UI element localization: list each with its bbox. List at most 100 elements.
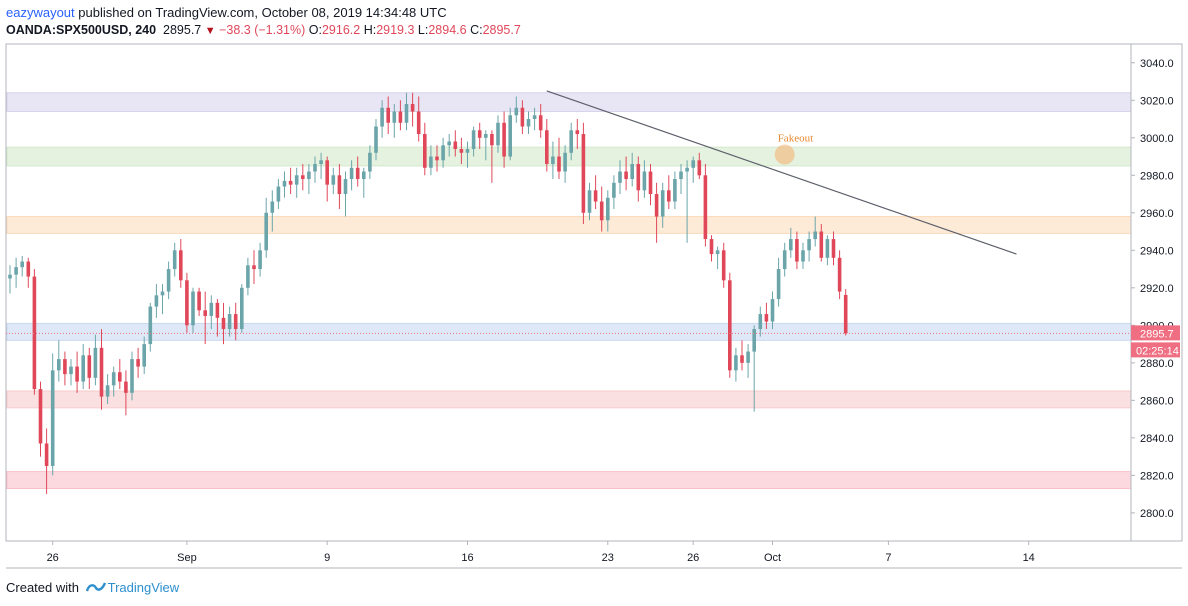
low-label: L: <box>417 23 429 37</box>
candle-body <box>490 134 494 146</box>
candle-body <box>764 314 769 322</box>
candle-body <box>75 366 79 382</box>
candle-body <box>471 130 476 150</box>
candle-body <box>807 239 811 251</box>
price-tick-label: 3020.0 <box>1140 95 1174 107</box>
tradingview-brand[interactable]: TradingView <box>107 580 180 595</box>
candle-body <box>69 366 73 375</box>
price-tick-label: 2860.0 <box>1140 395 1174 407</box>
price-zone <box>6 216 1132 234</box>
candle-body <box>801 250 805 262</box>
candle-body <box>191 291 195 326</box>
price-tick-label: 2920.0 <box>1140 283 1174 295</box>
candle-body <box>203 310 207 316</box>
last-price: 2895.7 <box>163 23 202 37</box>
candle-body <box>270 201 275 213</box>
candle-body <box>532 115 537 120</box>
candle-body <box>197 291 201 311</box>
candles <box>8 92 848 495</box>
candle-body <box>709 239 714 255</box>
candle-body <box>282 180 287 187</box>
open-label: O: <box>308 23 322 37</box>
candle-body <box>14 267 18 275</box>
candle-body <box>179 250 183 281</box>
time-tick-label: Sep <box>177 552 197 564</box>
candle-body <box>636 164 641 191</box>
candle-body <box>715 250 720 255</box>
candle-body <box>374 126 378 153</box>
candle-body <box>264 212 268 251</box>
candle-body <box>423 134 427 168</box>
price-tick-label: 2940.0 <box>1140 245 1174 257</box>
open-value: 2916.2 <box>321 23 361 37</box>
price-zone <box>6 146 1132 167</box>
time-tick-label: 26 <box>47 552 59 564</box>
candle-body <box>343 179 348 195</box>
candle-body <box>654 194 659 217</box>
price-zone <box>6 390 1132 409</box>
candle-body <box>105 385 110 397</box>
candle-body <box>258 250 262 270</box>
candle-body <box>416 111 421 135</box>
price-tick-label: 3000.0 <box>1140 133 1174 145</box>
candle-body <box>746 351 750 363</box>
candle-body <box>740 355 744 363</box>
candle-body <box>587 190 592 213</box>
candle-body <box>612 182 616 198</box>
candle-body <box>319 160 323 165</box>
candle-body <box>124 381 128 393</box>
candle-body <box>136 359 140 367</box>
candle-body <box>538 115 543 131</box>
candle-body <box>38 389 43 444</box>
candle-body <box>606 197 610 221</box>
drawings: Fakeout <box>6 90 1131 334</box>
time-tick-label: 7 <box>885 552 891 564</box>
candle-body <box>93 347 98 378</box>
price-tick-label: 2820.0 <box>1140 470 1174 482</box>
time-tick-label: 23 <box>602 552 614 564</box>
symbol-legend: OANDA:SPX500USD, 240 2895.7 ▼ −38.3 (−1.… <box>6 22 521 39</box>
price-axis[interactable]: 2800.02820.02840.02860.02880.02900.02920… <box>1131 58 1180 520</box>
candle-body <box>673 179 677 202</box>
candle-body <box>459 149 464 153</box>
candle-body <box>660 190 665 217</box>
time-tick-label: 14 <box>1023 552 1035 564</box>
last-price-tag-label: 2895.7 <box>1140 328 1174 340</box>
candle-body <box>581 134 586 213</box>
candle-body <box>111 372 116 386</box>
candle-body <box>26 261 31 277</box>
high-label: H: <box>363 23 377 37</box>
low-value: 2894.6 <box>428 23 467 37</box>
candle-body <box>795 239 799 262</box>
candle-body <box>477 130 482 138</box>
candle-body <box>276 186 281 202</box>
time-tick-label: 9 <box>324 552 330 564</box>
price-tick-label: 2840.0 <box>1140 433 1174 445</box>
close-value: 2895.7 <box>482 23 521 37</box>
candle-body <box>362 171 366 180</box>
candle-body <box>313 164 317 172</box>
candle-body <box>776 269 781 300</box>
candle-body <box>703 175 708 240</box>
time-axis[interactable]: 26 Sep 9 16 23 26 Oct 7 14 <box>47 541 1035 564</box>
publish-text: published on TradingView.com, October 08… <box>78 5 447 20</box>
candle-body <box>551 156 555 165</box>
candle-body <box>526 119 531 127</box>
countdown-tag-label: 02:25:14 <box>1136 345 1179 357</box>
candle-body <box>392 111 397 123</box>
candle-body <box>57 359 61 371</box>
time-tick-label: Oct <box>764 552 781 564</box>
candle-body <box>575 130 580 135</box>
candle-body <box>301 175 305 180</box>
candle-body <box>728 280 732 371</box>
candle-body <box>130 359 134 393</box>
price-tick-label: 2800.0 <box>1140 508 1174 520</box>
time-tick-label: 26 <box>687 552 699 564</box>
candle-body <box>624 171 628 180</box>
support-resistance-zones <box>6 92 1132 489</box>
candle-body <box>618 171 622 183</box>
fakeout-label: Fakeout <box>778 133 813 145</box>
candle-body <box>752 329 756 352</box>
author-link[interactable]: eazywayout <box>6 5 75 20</box>
